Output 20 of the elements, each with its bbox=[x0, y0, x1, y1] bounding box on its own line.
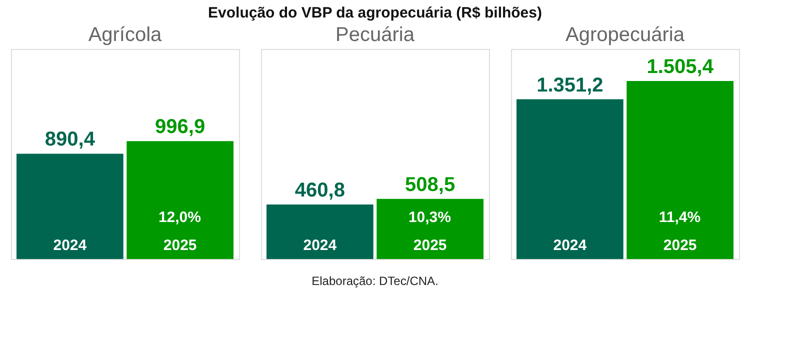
annotation: 12,0% bbox=[158, 209, 201, 226]
x-tick-label: 2024 bbox=[553, 237, 588, 254]
x-tick-label: 2024 bbox=[53, 237, 88, 254]
text: Elaboração: DTec/CNA. bbox=[312, 274, 438, 288]
chart-title: Agropecuária bbox=[566, 24, 686, 46]
data-label: 996,9 bbox=[155, 116, 206, 138]
chart-title: Agrícola bbox=[88, 24, 163, 46]
x-tick-label: 2024 bbox=[303, 237, 338, 254]
data-label: 460,8 bbox=[294, 180, 345, 202]
data-label: 890,4 bbox=[44, 128, 96, 151]
data-label: 1.505,4 bbox=[646, 56, 714, 78]
x-tick-label: 2025 bbox=[663, 237, 697, 254]
x-tick-label: 2025 bbox=[413, 237, 447, 254]
data-label: 508,5 bbox=[405, 174, 456, 196]
data-label: 1.351,2 bbox=[536, 74, 604, 96]
annotation: 11,4% bbox=[658, 209, 701, 226]
x-tick-label: 2025 bbox=[163, 237, 197, 254]
text: Evolução do VBP da agropecuária (R$ bilhões) bbox=[208, 4, 542, 22]
chart-title: Pecuária bbox=[336, 24, 416, 46]
annotation: 10,3% bbox=[408, 209, 451, 226]
